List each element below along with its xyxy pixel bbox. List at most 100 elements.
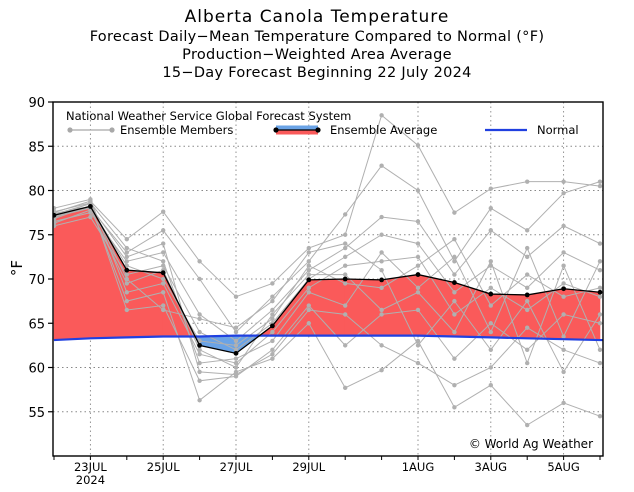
ensemble-member-point bbox=[197, 347, 202, 352]
ensemble-member-point bbox=[306, 245, 311, 251]
ensemble-member-point bbox=[233, 294, 239, 299]
ensemble-member-point bbox=[561, 369, 566, 375]
ensemble-member-point bbox=[124, 290, 129, 295]
ensemble-member-point bbox=[343, 232, 348, 237]
ensemble-member-point bbox=[379, 163, 384, 168]
ensemble-member-line bbox=[53, 114, 601, 298]
ensemble-member-point bbox=[161, 290, 166, 295]
ensemble-member-point bbox=[525, 307, 530, 313]
ensemble-member-point bbox=[488, 206, 493, 211]
chart-subtitle-2: Production−Weighted Area Average bbox=[182, 47, 452, 63]
ensemble-member-point bbox=[306, 303, 311, 308]
ensemble-member-point bbox=[415, 188, 421, 193]
ensemble-member-point bbox=[379, 285, 384, 291]
ensemble-member-point bbox=[233, 360, 239, 366]
y-tick-label: 85 bbox=[28, 140, 45, 155]
ensemble-member-point bbox=[561, 294, 566, 299]
ensemble-member-point bbox=[270, 294, 275, 299]
ensemble-member-point bbox=[488, 186, 493, 191]
ensemble-member-point bbox=[343, 241, 348, 246]
ensemble-member-point bbox=[306, 307, 311, 313]
legend-above-normal-swatch bbox=[276, 130, 318, 135]
above-normal-fill bbox=[381, 274, 419, 336]
legend-average-dot bbox=[273, 127, 279, 133]
ensemble-member-point bbox=[197, 360, 202, 366]
ensemble-members-layer bbox=[53, 113, 603, 428]
ensemble-member-point bbox=[161, 276, 166, 282]
ensemble-member-point bbox=[525, 285, 530, 291]
ensemble-member-point bbox=[488, 329, 493, 335]
ensemble-member-point bbox=[379, 312, 384, 317]
ensemble-member-point bbox=[452, 356, 457, 361]
x-tick-sublabel: 2024 bbox=[76, 473, 105, 487]
above-normal-fill bbox=[563, 288, 601, 341]
ensemble-average-point bbox=[379, 277, 384, 283]
ensemble-member-point bbox=[306, 290, 311, 295]
ensemble-member-point bbox=[415, 263, 421, 268]
ensemble-member-point bbox=[452, 210, 457, 215]
y-tick-label: 65 bbox=[28, 317, 45, 332]
ensemble-member-point bbox=[525, 325, 530, 330]
ensemble-member-point bbox=[124, 259, 129, 264]
chart-title: Alberta Canola Temperature bbox=[184, 7, 450, 27]
ensemble-member-line bbox=[53, 202, 601, 373]
ensemble-member-point bbox=[415, 285, 421, 291]
legend-members-dot bbox=[109, 127, 115, 133]
ensemble-average-point bbox=[197, 342, 203, 348]
ensemble-member-point bbox=[525, 422, 530, 428]
above-normal-fill bbox=[308, 278, 346, 336]
ensemble-member-point bbox=[561, 179, 566, 184]
ensemble-member-point bbox=[343, 281, 348, 286]
ensemble-member-point bbox=[561, 400, 566, 406]
ensemble-member-point bbox=[343, 343, 348, 348]
ensemble-member-point bbox=[415, 307, 421, 313]
ensemble-member-point bbox=[488, 365, 493, 370]
ensemble-member-point bbox=[488, 321, 493, 326]
ensemble-member-point bbox=[343, 272, 348, 277]
ensemble-member-line bbox=[53, 216, 601, 351]
ensemble-member-point bbox=[452, 236, 457, 242]
legend-average-dot bbox=[315, 127, 321, 133]
copyright-annotation: © World Ag Weather bbox=[469, 437, 593, 451]
ensemble-member-point bbox=[233, 329, 239, 335]
ensemble-member-point bbox=[161, 281, 166, 286]
ensemble-member-point bbox=[270, 352, 275, 357]
ensemble-member-point bbox=[561, 263, 566, 268]
ensemble-member-line bbox=[53, 204, 601, 426]
ensemble-member-point bbox=[306, 285, 311, 291]
ensemble-member-point bbox=[488, 285, 493, 291]
ensemble-member-point bbox=[53, 206, 57, 211]
ensemble-member-point bbox=[597, 183, 603, 189]
x-tick-label: 5AUG bbox=[547, 460, 580, 474]
normal-line bbox=[53, 334, 603, 342]
ensemble-member-point bbox=[124, 298, 129, 304]
chart-subtitle-1: Forecast Daily−Mean Temperature Compared… bbox=[89, 29, 545, 45]
ensemble-member-point bbox=[270, 281, 275, 286]
ensemble-member-point bbox=[488, 303, 493, 308]
ensemble-member-point bbox=[415, 290, 421, 295]
ensemble-member-point bbox=[233, 372, 239, 377]
ensemble-member-point bbox=[488, 383, 493, 388]
ensemble-member-point bbox=[488, 347, 493, 352]
x-tick-label: 27JUL bbox=[220, 460, 253, 474]
x-tick-label: 29JUL bbox=[292, 460, 325, 474]
ensemble-member-point bbox=[124, 307, 129, 313]
ensemble-member-point bbox=[197, 369, 202, 375]
ensemble-member-point bbox=[488, 228, 493, 233]
ensemble-average-point bbox=[53, 212, 57, 218]
chart-titles: Alberta Canola Temperature Forecast Dail… bbox=[0, 6, 634, 82]
ensemble-member-point bbox=[415, 343, 421, 348]
ensemble-member-point bbox=[415, 360, 421, 366]
y-tick-label: 75 bbox=[28, 229, 45, 244]
ensemble-average-point bbox=[597, 289, 603, 295]
ensemble-member-point bbox=[161, 303, 166, 308]
ensemble-member-point bbox=[379, 307, 384, 313]
legend-members-dot bbox=[67, 127, 73, 133]
ensemble-member-point bbox=[233, 365, 239, 370]
ensemble-average-point bbox=[561, 286, 566, 292]
ensemble-member-point bbox=[379, 367, 384, 373]
ensemble-member-point bbox=[525, 179, 530, 184]
ensemble-average-line bbox=[53, 205, 601, 355]
ensemble-member-point bbox=[561, 347, 566, 352]
ensemble-member-point bbox=[597, 312, 603, 317]
